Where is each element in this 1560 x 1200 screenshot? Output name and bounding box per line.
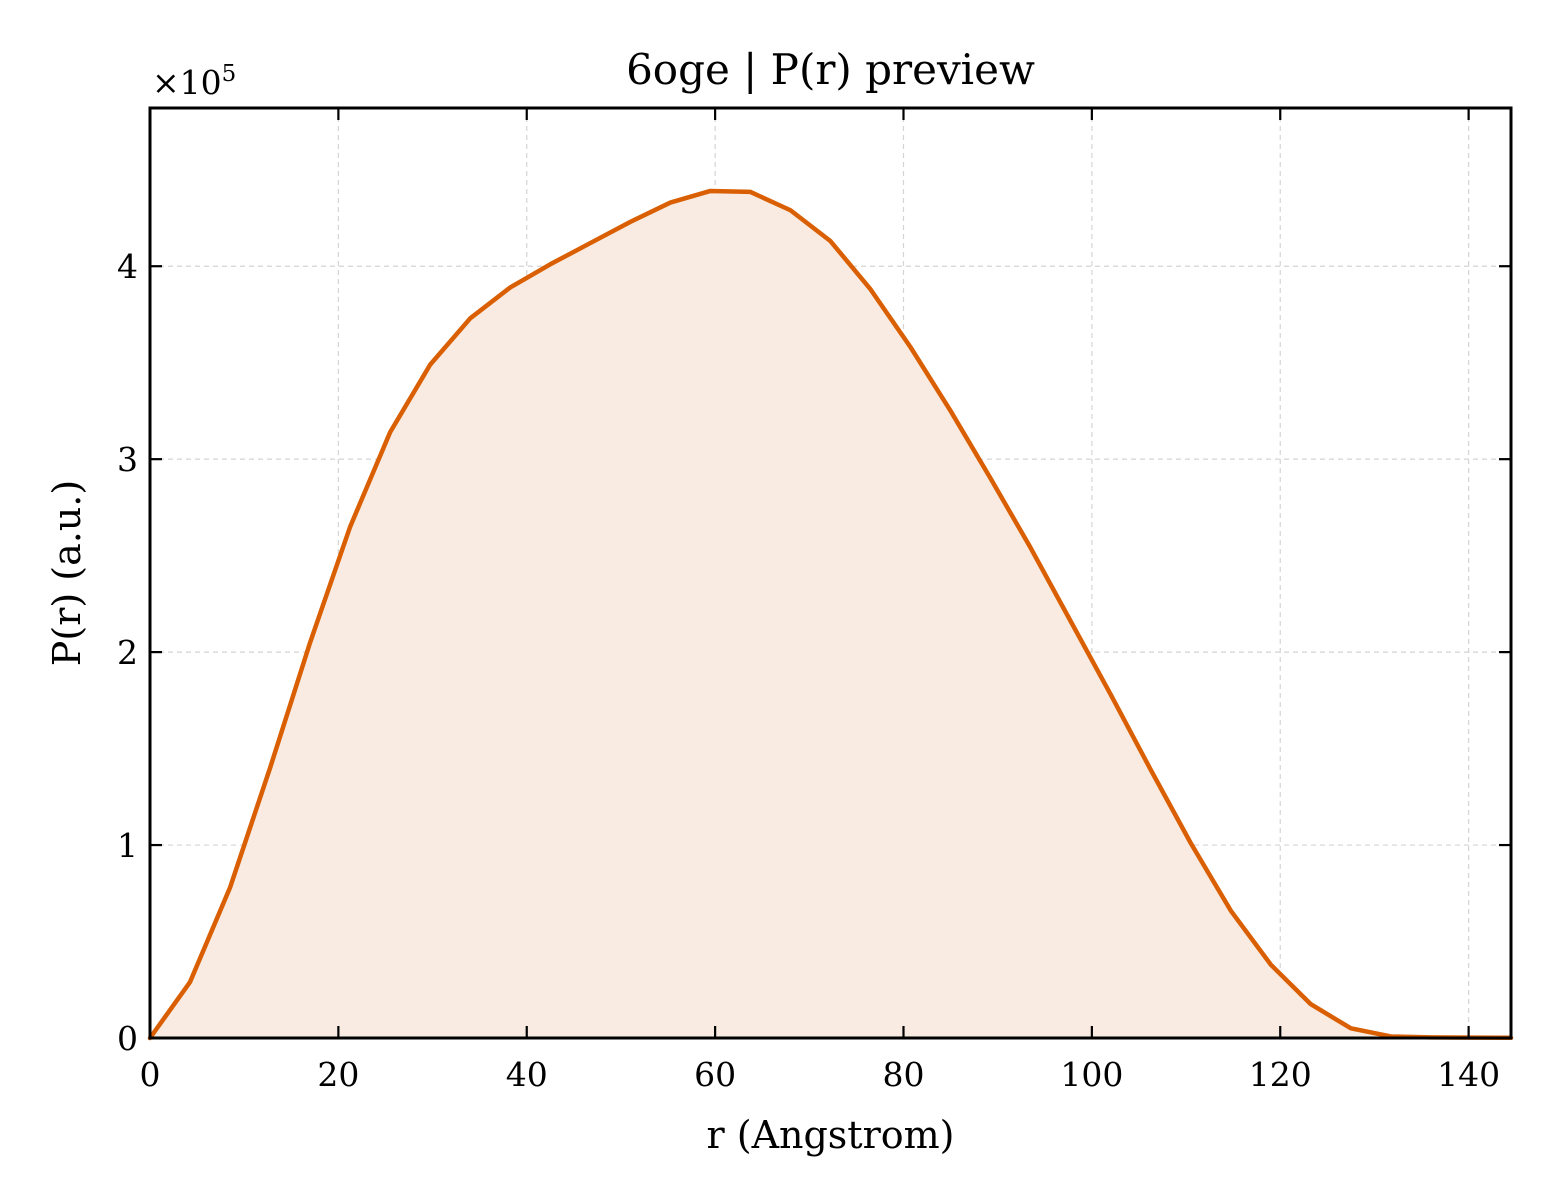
plot-frame (148, 106, 1513, 1040)
y-tick-label: 4 (117, 247, 138, 286)
y-axis-label: P(r) (a.u.) (45, 480, 89, 666)
y-tick-label: 2 (117, 633, 138, 672)
x-tick-label: 40 (506, 1055, 548, 1094)
x-axis-label: r (Angstrom) (707, 1113, 955, 1157)
x-tick-label: 120 (1249, 1055, 1312, 1094)
x-tick-label: 60 (694, 1055, 736, 1094)
y-tick-label: 1 (117, 826, 138, 865)
y-tick-label: 3 (117, 440, 138, 479)
x-tick-label: 100 (1060, 1055, 1123, 1094)
y-axis-multiplier: ×105 (152, 61, 236, 102)
area-fill (150, 190, 1511, 1039)
chart-title: 6oge | P(r) preview (626, 45, 1035, 94)
x-tick-label: 140 (1437, 1055, 1500, 1094)
tick-labels: 0 20 40 60 80 100 120 140 0 1 2 3 4 (117, 247, 1500, 1094)
x-tick-label: 20 (317, 1055, 359, 1094)
y-tick-label: 0 (117, 1019, 138, 1058)
series-line (147, 188, 1514, 1041)
y-axis-multiplier-base: ×10 (152, 63, 222, 102)
x-tick-label: 80 (882, 1055, 924, 1094)
y-axis-multiplier-exponent: 5 (222, 61, 237, 87)
x-tick-label: 0 (140, 1055, 161, 1094)
